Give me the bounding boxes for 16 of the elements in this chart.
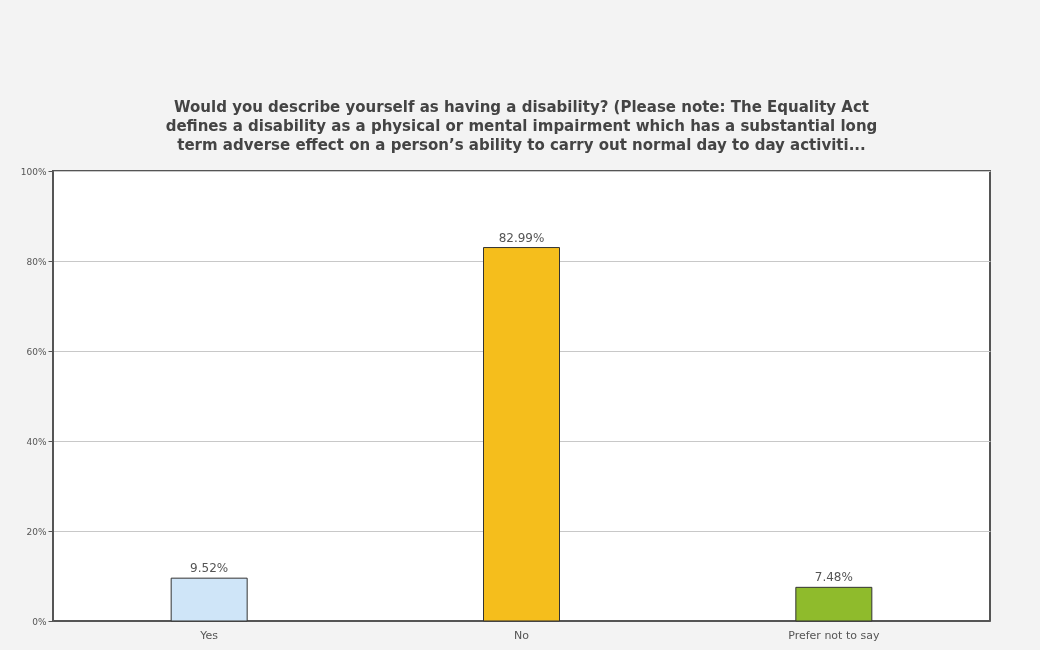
bar (483, 247, 560, 622)
data-label: 7.48% (814, 570, 853, 585)
x-tick-label: Prefer not to say (788, 628, 880, 642)
y-tick-label: 40% (26, 436, 47, 447)
y-tick-label: 60% (26, 346, 47, 357)
data-label: 82.99% (498, 230, 545, 245)
bar (170, 577, 248, 622)
y-tick-label: 100% (20, 166, 47, 177)
y-tick-label: 20% (26, 526, 47, 537)
data-label: 9.52% (190, 561, 229, 576)
y-tick-label: 0% (32, 616, 47, 627)
chart-title: Would you describe yourself as having a disability? (Please note: The Equality Act defines a disability as a physical or mental impairment which has a substantial long term adverse effect on a person’s ability to carry out normal day to day activiti... (165, 98, 878, 154)
y-tick-label: 80% (26, 256, 47, 267)
bar (795, 586, 873, 622)
x-tick-label: No (514, 628, 530, 642)
x-tick-label: Yes (199, 628, 219, 642)
